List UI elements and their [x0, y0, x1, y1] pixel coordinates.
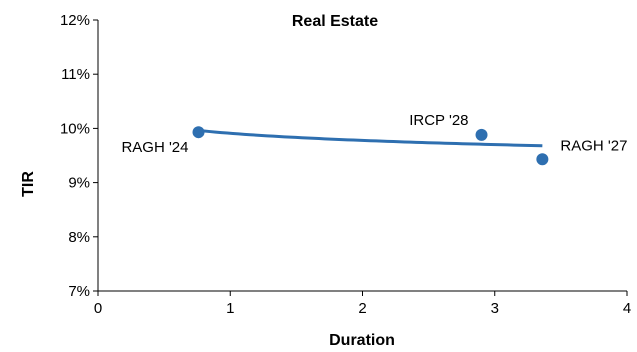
data-point [192, 126, 205, 139]
y-axis-title: TIR [20, 171, 37, 197]
y-tick-label: 9% [68, 175, 90, 192]
data-point [536, 153, 549, 166]
x-tick-label: 0 [94, 300, 102, 317]
x-tick-label: 1 [226, 300, 234, 317]
y-tick-label: 12% [60, 12, 90, 29]
data-points [192, 126, 549, 166]
x-tick-label: 2 [358, 300, 366, 317]
x-tick-label: 4 [623, 300, 631, 317]
trendline [198, 128, 543, 148]
x-axis-title: Duration [329, 332, 395, 349]
y-axis-ticks: 7% 8% 9% 10% 11% 12% [60, 12, 98, 300]
y-tick-label: 7% [68, 283, 90, 300]
data-point-label: RAGH '24 [121, 139, 188, 156]
data-point-label: RAGH '27 [560, 137, 627, 154]
data-point-label: IRCP '28 [409, 112, 468, 129]
chart-title: Real Estate [292, 13, 378, 30]
x-tick-label: 3 [491, 300, 499, 317]
y-tick-label: 11% [61, 66, 90, 83]
x-axis-ticks: 0 1 2 3 4 [94, 291, 631, 317]
y-tick-label: 10% [60, 120, 90, 137]
y-tick-label: 8% [68, 229, 90, 246]
point-labels: RAGH '24 IRCP '28 RAGH '27 [121, 112, 627, 156]
data-point [475, 128, 488, 141]
